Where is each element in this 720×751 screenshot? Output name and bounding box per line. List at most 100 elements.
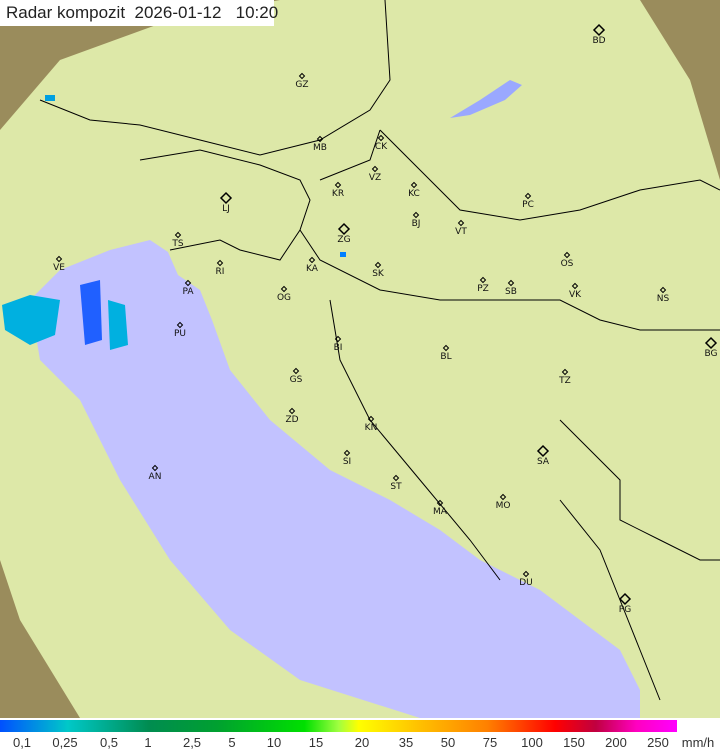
radar-map[interactable]: BD GZ MB CK VZ KR LJ KC PC BJ VT ZG TS OS KA SK RI VE PA PZ… <box>0 0 720 718</box>
city-pa[interactable]: PA <box>182 279 194 298</box>
city-ve[interactable]: VE <box>53 255 65 274</box>
city-bg[interactable]: BG <box>704 336 718 359</box>
city-mo[interactable]: MO <box>496 493 511 512</box>
city-label: ZD <box>285 415 298 425</box>
city-ka[interactable]: KA <box>306 256 319 275</box>
city-vk[interactable]: VK <box>569 282 582 301</box>
city-label: ST <box>390 482 402 492</box>
city-label: MA <box>433 507 448 517</box>
legend-label: 0,25 <box>52 735 78 750</box>
city-ck[interactable]: CK <box>375 134 388 153</box>
legend-unit: mm/h <box>681 735 715 750</box>
city-kn[interactable]: KN <box>365 415 378 434</box>
city-ma[interactable]: MA <box>433 499 448 518</box>
city-label: SA <box>537 457 550 467</box>
city-marker-icon <box>704 336 718 350</box>
city-marker-icon <box>216 259 224 267</box>
city-marker-icon <box>308 256 316 264</box>
legend-label: 20 <box>354 735 370 750</box>
city-an[interactable]: AN <box>149 464 162 483</box>
city-label: MO <box>496 501 511 511</box>
city-label: GS <box>290 375 303 385</box>
city-tz[interactable]: TZ <box>558 368 571 387</box>
city-marker-icon <box>479 276 487 284</box>
city-gz[interactable]: GZ <box>295 72 309 91</box>
city-label: GZ <box>295 80 308 90</box>
city-marker-icon <box>659 286 667 294</box>
city-vz[interactable]: VZ <box>369 165 381 184</box>
city-label: SK <box>372 269 385 279</box>
city-label: BJ <box>412 219 421 229</box>
city-label: VZ <box>369 173 381 183</box>
city-marker-icon <box>219 191 233 205</box>
city-label: VE <box>53 263 65 273</box>
city-label: PC <box>522 200 534 210</box>
legend-label: 0,1 <box>12 735 32 750</box>
city-du[interactable]: DU <box>519 570 533 589</box>
legend-label: 35 <box>398 735 414 750</box>
city-lj[interactable]: LJ <box>219 191 233 214</box>
legend-label: 250 <box>647 735 669 750</box>
lake-balaton <box>450 80 522 118</box>
city-ts[interactable]: TS <box>171 231 184 250</box>
city-sb[interactable]: SB <box>505 279 517 298</box>
city-markers: BD GZ MB CK VZ KR LJ KC PC BJ VT ZG TS OS KA SK RI VE PA PZ… <box>53 23 718 615</box>
city-label: VT <box>455 227 467 237</box>
legend-label: 1 <box>144 735 152 750</box>
city-marker-icon <box>292 367 300 375</box>
city-vt[interactable]: VT <box>455 219 467 238</box>
city-marker-icon <box>436 499 444 507</box>
city-marker-icon <box>334 335 342 343</box>
city-sk[interactable]: SK <box>372 261 385 280</box>
city-label: SB <box>505 287 517 297</box>
city-marker-icon <box>377 134 385 142</box>
city-label: KA <box>306 264 319 274</box>
city-si[interactable]: SI <box>343 449 351 468</box>
city-marker-icon <box>618 592 632 606</box>
legend-label: 200 <box>605 735 627 750</box>
city-og[interactable]: OG <box>277 285 291 304</box>
city-pg[interactable]: PG <box>618 592 632 615</box>
city-pz[interactable]: PZ <box>477 276 489 295</box>
city-label: KC <box>408 189 420 199</box>
city-marker-icon <box>536 444 550 458</box>
city-marker-icon <box>367 415 375 423</box>
city-marker-icon <box>561 368 569 376</box>
city-marker-icon <box>151 464 159 472</box>
city-marker-icon <box>288 407 296 415</box>
city-bi[interactable]: BI <box>334 335 343 354</box>
city-label: TS <box>171 239 183 249</box>
city-label: VK <box>569 290 582 300</box>
city-st[interactable]: ST <box>390 474 402 493</box>
city-ri[interactable]: RI <box>216 259 225 278</box>
city-kc[interactable]: KC <box>408 181 420 200</box>
city-marker-icon <box>174 231 182 239</box>
city-sa[interactable]: SA <box>536 444 550 467</box>
city-mb[interactable]: MB <box>313 135 327 154</box>
city-zg[interactable]: ZG <box>337 222 351 245</box>
city-bd[interactable]: BD <box>592 23 606 46</box>
city-ns[interactable]: NS <box>657 286 670 305</box>
city-marker-icon <box>343 449 351 457</box>
legend-label: 15 <box>308 735 324 750</box>
legend-label: 5 <box>228 735 236 750</box>
city-label: SI <box>343 457 351 467</box>
city-pc[interactable]: PC <box>522 192 534 211</box>
precipitation-color-scale <box>0 720 677 732</box>
country-borders <box>39 0 720 701</box>
city-pu[interactable]: PU <box>174 321 186 340</box>
city-bl[interactable]: BL <box>440 344 452 363</box>
city-kr[interactable]: KR <box>332 181 344 200</box>
city-os[interactable]: OS <box>561 251 574 270</box>
city-gs[interactable]: GS <box>290 367 303 386</box>
city-marker-icon <box>371 165 379 173</box>
city-bj[interactable]: BJ <box>412 211 421 230</box>
city-label: OS <box>561 259 574 269</box>
city-label: KN <box>365 423 378 433</box>
city-marker-icon <box>457 219 465 227</box>
legend-label: 150 <box>563 735 585 750</box>
legend-label: 10 <box>266 735 282 750</box>
legend-label: 0,5 <box>99 735 119 750</box>
city-marker-icon <box>522 570 530 578</box>
city-zd[interactable]: ZD <box>285 407 299 426</box>
